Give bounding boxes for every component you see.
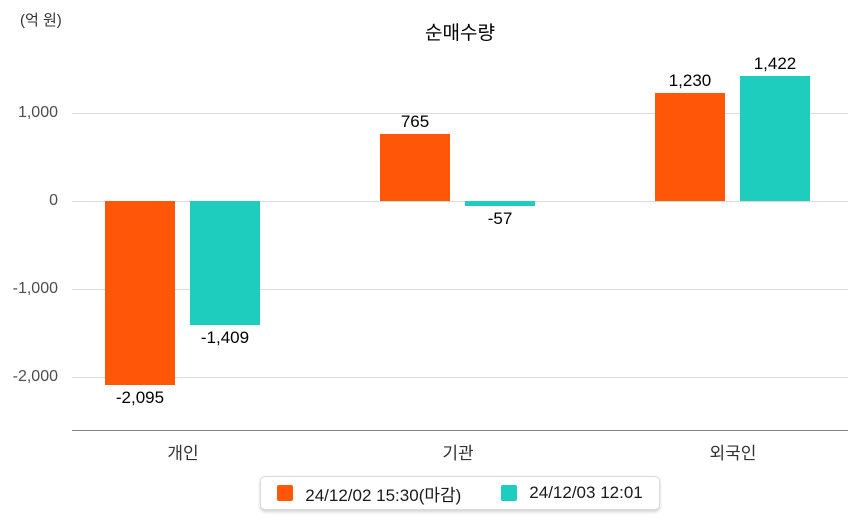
- x-category-label-기관: 기관: [442, 444, 474, 463]
- x-axis-line: [72, 430, 848, 431]
- value-label-765: 765: [400, 112, 430, 131]
- bar-개인-series1: [105, 201, 175, 385]
- legend-label-series2: 24/12/03 12:01: [529, 483, 643, 502]
- legend-swatch-series2: [501, 485, 518, 501]
- x-category-label-개인: 개인: [167, 444, 199, 463]
- gridline-1000: [72, 113, 848, 114]
- value-label--1,409: -1,409: [200, 328, 250, 347]
- legend-item-series1: 24/12/02 15:30(마감): [277, 481, 461, 506]
- gridline--1000: [72, 289, 848, 290]
- y-tick-label--1000: -1,000: [12, 280, 58, 297]
- value-label--2,095: -2,095: [115, 388, 165, 407]
- legend-label-series1: 24/12/02 15:30(마감): [305, 485, 462, 505]
- legend-item-series2: 24/12/03 12:01: [501, 483, 643, 503]
- bar-기관-series2: [465, 201, 535, 206]
- x-category-label-외국인: 외국인: [709, 444, 757, 463]
- gridline--2000: [72, 377, 848, 378]
- value-label--57: -57: [487, 209, 513, 228]
- bar-외국인-series1: [655, 93, 725, 201]
- value-label-1,422: 1,422: [753, 54, 797, 73]
- legend: 24/12/02 15:30(마감) 24/12/03 12:01: [72, 476, 848, 510]
- value-label-1,230: 1,230: [668, 71, 712, 90]
- y-tick-label-0: 0: [49, 192, 58, 209]
- bar-기관-series1: [380, 134, 450, 201]
- chart-title: 순매수량: [425, 23, 495, 44]
- legend-swatch-series1: [277, 485, 294, 501]
- y-tick-label--2000: -2,000: [12, 368, 58, 385]
- bar-외국인-series2: [740, 76, 810, 201]
- legend-box: 24/12/02 15:30(마감) 24/12/03 12:01: [260, 476, 660, 510]
- bar-개인-series2: [190, 201, 260, 325]
- y-tick-label-1000: 1,000: [17, 104, 58, 121]
- gridline-0: [72, 201, 848, 202]
- y-axis-unit-label: (억 원): [20, 12, 62, 29]
